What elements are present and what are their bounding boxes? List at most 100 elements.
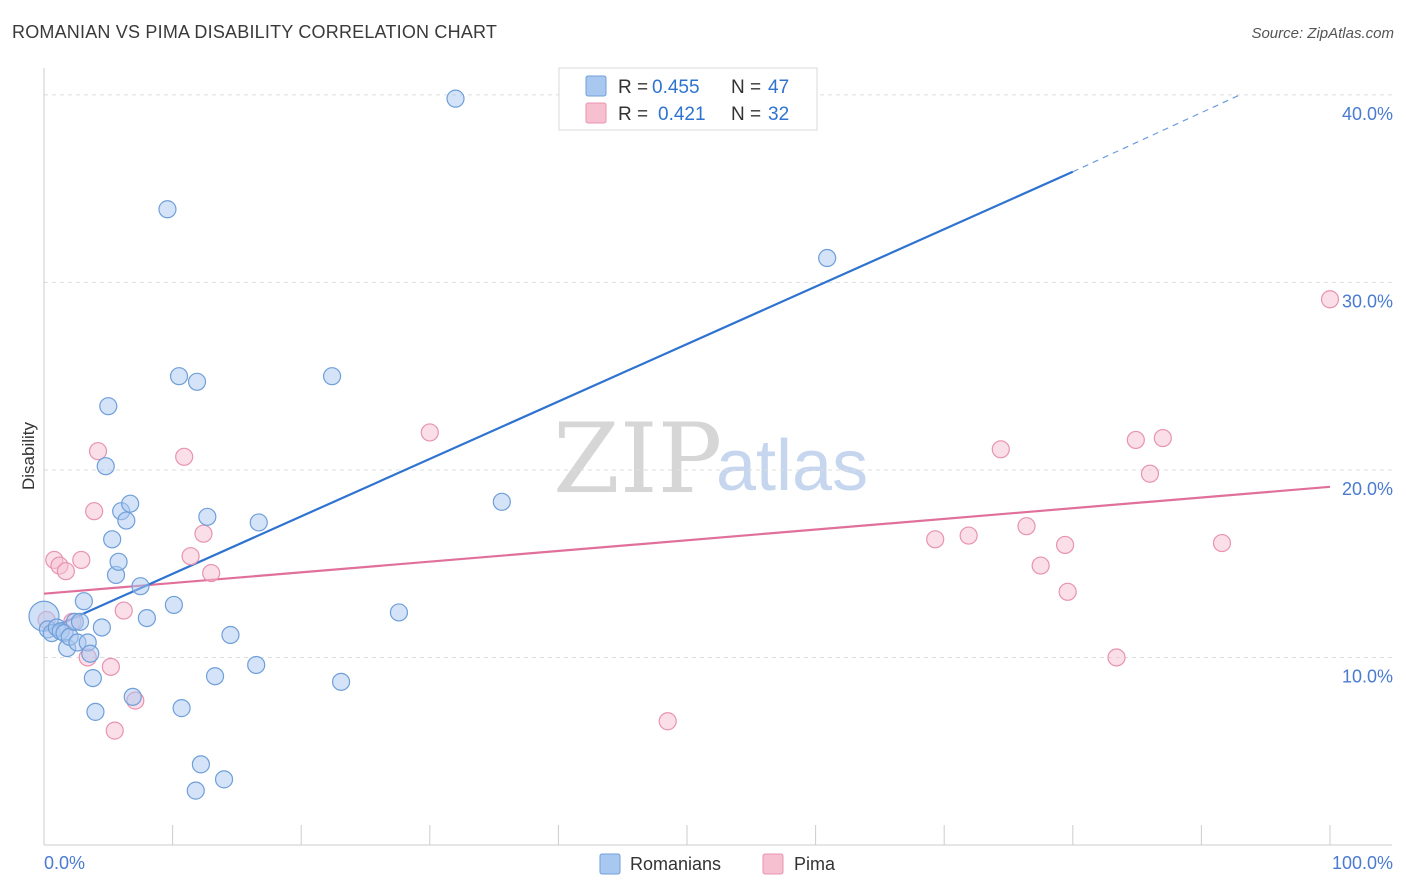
chart-title: ROMANIAN VS PIMA DISABILITY CORRELATION … bbox=[12, 22, 498, 42]
legend-swatch-romanians bbox=[585, 75, 607, 97]
point-pima bbox=[1140, 464, 1160, 483]
point-romanians bbox=[117, 511, 136, 530]
point-romanians bbox=[123, 687, 142, 706]
point-romanians bbox=[446, 89, 465, 108]
axes bbox=[43, 68, 1392, 846]
point-romanians bbox=[103, 530, 122, 549]
point-pima bbox=[175, 447, 194, 466]
series-romanians-points bbox=[28, 89, 837, 800]
x-tick-label: 0.0% bbox=[44, 853, 85, 873]
point-pima bbox=[1031, 556, 1050, 575]
legend-r-label-pima: R = bbox=[618, 104, 648, 125]
point-romanians bbox=[109, 552, 128, 571]
x-axis-ticks bbox=[172, 825, 1331, 845]
point-pima bbox=[1055, 535, 1075, 555]
point-pima bbox=[1126, 430, 1145, 450]
point-pima bbox=[194, 524, 213, 543]
point-pima bbox=[959, 526, 978, 545]
y-tick-label: 40.0% bbox=[1342, 104, 1393, 124]
legend-r-value-romanians: 0.455 bbox=[652, 77, 700, 98]
trend-line-pima bbox=[43, 485, 1331, 595]
point-pima bbox=[202, 563, 221, 583]
legend-n-label-pima: N = bbox=[731, 104, 761, 125]
point-romanians bbox=[99, 397, 118, 416]
trend-line-romanians bbox=[43, 170, 1074, 633]
point-pima bbox=[72, 550, 91, 570]
chart-source: Source: ZipAtlas.com bbox=[1251, 25, 1394, 42]
point-pima bbox=[991, 440, 1010, 459]
x-tick-label: 100.0% bbox=[1332, 853, 1393, 873]
point-romanians bbox=[191, 755, 210, 774]
legend-r-value-pima: 0.421 bbox=[658, 104, 706, 125]
point-romanians bbox=[70, 612, 90, 631]
legend-n-label-romanians: N = bbox=[731, 77, 761, 98]
point-romanians bbox=[172, 699, 191, 718]
watermark-zip: ZIP bbox=[553, 403, 722, 515]
point-romanians bbox=[331, 672, 351, 691]
point-romanians bbox=[164, 595, 183, 615]
point-romanians bbox=[86, 702, 105, 721]
point-pima bbox=[1058, 582, 1077, 601]
point-romanians bbox=[74, 592, 93, 611]
bottom-legend-swatch-pima bbox=[762, 853, 784, 875]
point-romanians bbox=[186, 781, 205, 800]
legend-swatch-pima bbox=[585, 102, 607, 124]
point-romanians bbox=[249, 513, 268, 532]
point-pima bbox=[101, 657, 120, 676]
y-tick-label: 10.0% bbox=[1342, 666, 1393, 686]
point-romanians bbox=[205, 667, 225, 686]
point-pima bbox=[181, 547, 200, 566]
point-romanians bbox=[198, 507, 217, 526]
point-romanians bbox=[169, 367, 189, 386]
point-romanians bbox=[187, 372, 207, 391]
point-pima bbox=[658, 712, 677, 731]
point-romanians bbox=[389, 603, 409, 622]
y-axis-tick-labels: 10.0% 20.0% 30.0% 40.0% bbox=[1342, 104, 1393, 687]
point-romanians bbox=[81, 644, 100, 663]
point-romanians bbox=[137, 608, 156, 628]
point-romanians bbox=[83, 668, 102, 688]
grid-lines bbox=[44, 94, 1392, 658]
point-romanians bbox=[492, 492, 511, 511]
y-tick-label: 20.0% bbox=[1342, 479, 1393, 499]
legend-box: R = 0.455 N = 47 R = 0.421 N = 32 bbox=[558, 67, 818, 131]
legend-n-value-romanians: 47 bbox=[768, 77, 789, 98]
y-axis-title: Disability bbox=[19, 421, 38, 490]
watermark-atlas: atlas bbox=[716, 426, 868, 506]
point-pima bbox=[1212, 533, 1232, 553]
legend-r-label-romanians: R = bbox=[618, 77, 648, 98]
point-pima bbox=[1107, 648, 1126, 667]
point-pima bbox=[56, 562, 75, 581]
legend-n-value-pima: 32 bbox=[768, 104, 789, 125]
point-pima bbox=[1153, 428, 1172, 448]
point-romanians bbox=[247, 655, 266, 675]
point-pima bbox=[926, 530, 945, 549]
y-tick-label: 30.0% bbox=[1342, 291, 1393, 311]
point-pima bbox=[85, 502, 104, 521]
bottom-legend-swatch-romanians bbox=[599, 853, 621, 875]
trend-lines bbox=[43, 94, 1331, 633]
watermark: ZIP atlas bbox=[553, 403, 868, 515]
point-pima bbox=[420, 423, 439, 442]
point-pima bbox=[88, 442, 108, 461]
point-pima bbox=[1017, 517, 1036, 536]
bottom-legend-label-romanians: Romanians bbox=[630, 854, 721, 874]
point-romanians bbox=[221, 625, 240, 645]
trend-line-romanians-extension bbox=[1072, 94, 1241, 173]
point-romanians bbox=[214, 770, 234, 789]
x-axis-tick-labels: 0.0% 100.0% bbox=[44, 853, 1393, 873]
point-pima bbox=[114, 601, 133, 620]
point-romanians bbox=[818, 248, 837, 268]
point-pima bbox=[1320, 290, 1340, 309]
bottom-legend-label-pima: Pima bbox=[794, 854, 836, 874]
point-romanians bbox=[96, 457, 115, 476]
point-romanians bbox=[131, 577, 150, 596]
point-romanians bbox=[121, 494, 140, 513]
point-romanians bbox=[158, 200, 177, 219]
bottom-legend: Romanians Pima bbox=[599, 853, 836, 875]
point-romanians bbox=[322, 367, 342, 386]
point-pima bbox=[105, 721, 124, 740]
point-romanians bbox=[92, 618, 111, 637]
